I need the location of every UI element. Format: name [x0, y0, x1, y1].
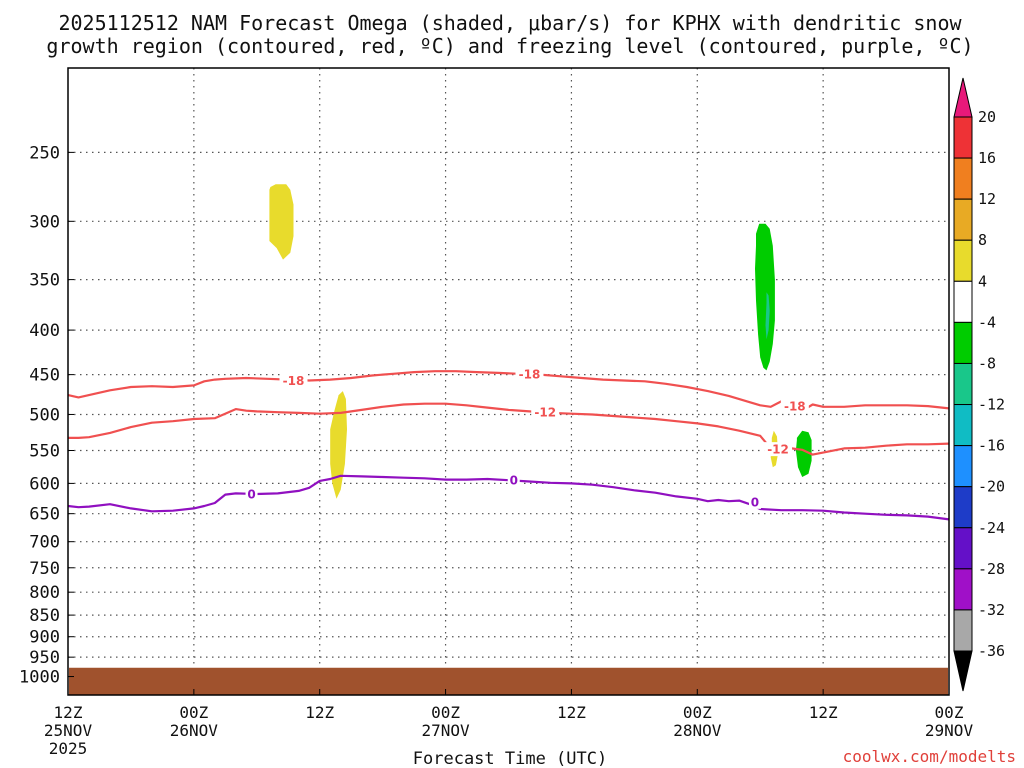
x-tick-label: 00Z	[683, 703, 712, 722]
colorbar-label: -20	[978, 478, 1005, 496]
contour-label: -18	[784, 400, 806, 414]
colorbar-label: 12	[978, 190, 996, 208]
contour-label: -12	[534, 406, 556, 420]
x-tick-label: 12Z	[809, 703, 838, 722]
x-tick-label: 26NOV	[170, 721, 219, 740]
omega-regions	[269, 184, 812, 499]
plot-frame	[67, 67, 950, 696]
colorbar-label: -8	[978, 354, 996, 372]
y-axis: 2503003504004505005506006507007508008509…	[19, 143, 74, 688]
colorbar-segment	[953, 280, 973, 323]
y-tick-label: 800	[29, 583, 60, 603]
x-tick-label: 12Z	[54, 703, 83, 722]
x-tick-label: 00Z	[935, 703, 964, 722]
title-line-2: growth region (contoured, red, ºC) and f…	[46, 34, 973, 58]
contour-label-bg	[279, 373, 308, 388]
colorbar-segment	[953, 321, 973, 364]
contour-label-bg	[507, 473, 520, 488]
y-tick-label: 1000	[19, 668, 60, 688]
contour-label-bg	[748, 494, 761, 509]
x-tick-label: 2025	[49, 739, 88, 758]
colorbar-label: -32	[978, 601, 1005, 619]
y-tick-label: 500	[29, 405, 60, 425]
colorbar-label: -24	[978, 519, 1005, 537]
colorbar-label: -4	[978, 313, 996, 331]
x-tick-label: 29NOV	[925, 721, 974, 740]
x-tick-label: 27NOV	[421, 721, 470, 740]
colorbar-label: 8	[978, 231, 987, 249]
colorbar-bottom-arrow	[953, 650, 973, 692]
contour-label-bg	[515, 366, 544, 381]
y-tick-label: 650	[29, 505, 60, 525]
colorbar-segment	[953, 157, 973, 200]
colorbar-top-arrow	[953, 77, 973, 118]
contour-line-dgz-12	[68, 402, 950, 456]
title-line-1: 2025112512 NAM Forecast Omega (shaded, μ…	[58, 11, 962, 35]
x-tick-label: 12Z	[305, 703, 334, 722]
contour-label: 0	[247, 487, 255, 501]
colorbar-label: -36	[978, 642, 1005, 660]
y-tick-label: 450	[29, 366, 60, 386]
terrain	[69, 667, 948, 695]
omega-region-yellow-upper	[269, 184, 294, 260]
grid	[68, 68, 949, 695]
y-tick-label: 550	[29, 442, 60, 462]
y-tick-label: 250	[29, 143, 60, 163]
y-tick-label: 400	[29, 321, 60, 341]
y-tick-label: 300	[29, 212, 60, 232]
y-tick-label: 950	[29, 648, 60, 668]
y-tick-label: 750	[29, 559, 60, 579]
colorbar-segment	[953, 568, 973, 611]
chart-title: 2025112512 NAM Forecast Omega (shaded, μ…	[46, 11, 973, 58]
colorbar-segment	[953, 198, 973, 241]
contour-label: -12	[767, 443, 789, 457]
colorbar-segment	[953, 116, 973, 159]
contour-label: 0	[510, 474, 518, 488]
colorbar-segment	[953, 239, 973, 282]
y-tick-label: 700	[29, 533, 60, 553]
contour-line-dgz-18	[67, 370, 950, 412]
colorbar-segment	[953, 486, 973, 529]
y-tick-label: 850	[29, 606, 60, 626]
contour-label: -18	[519, 367, 541, 381]
x-tick-label: 25NOV	[44, 721, 93, 740]
contour-label-bg	[531, 405, 560, 420]
colorbar-segment	[953, 362, 973, 406]
contour-label: -18	[283, 374, 305, 388]
colorbar-segment	[953, 445, 973, 488]
terrain-fill	[69, 667, 948, 695]
contour-label-bg	[764, 442, 793, 457]
x-tick-label: 28NOV	[673, 721, 722, 740]
contour-label-bg	[245, 486, 258, 501]
contour-label-bg	[780, 399, 809, 414]
colorbar: 20 16 12 8 4 -4 -8 -12 -16 -20 -24 -28 -32 -36	[953, 77, 1005, 692]
x-tick-label: 00Z	[431, 703, 460, 722]
omega-region-cyan-core	[765, 292, 770, 340]
y-tick-label: 350	[29, 271, 60, 291]
credit-text: coolwx.com/modelts	[843, 747, 1016, 766]
colorbar-label: 16	[978, 149, 996, 167]
contour-lines	[67, 370, 950, 521]
x-tick-label: 00Z	[179, 703, 208, 722]
y-tick-label: 600	[29, 474, 60, 494]
y-tick-label: 900	[29, 628, 60, 648]
omega-region-green-upper	[755, 223, 775, 371]
colorbar-segment	[953, 609, 973, 652]
contour-label: 0	[751, 495, 759, 509]
omega-region-green-lower	[795, 430, 812, 477]
colorbar-segment	[953, 527, 973, 570]
colorbar-segment	[953, 404, 973, 447]
contour-line-freezing-0	[67, 474, 950, 521]
colorbar-label: -28	[978, 560, 1005, 578]
x-axis-label: Forecast Time (UTC)	[413, 749, 607, 768]
contour-labels: -18 -18 -18 -12 -12 0 0 0	[245, 366, 809, 509]
colorbar-label: 4	[978, 272, 987, 290]
omega-region-yellow-middle	[330, 391, 347, 499]
colorbar-label: 20	[978, 108, 996, 126]
x-tick-label: 12Z	[557, 703, 586, 722]
colorbar-label: -16	[978, 437, 1005, 455]
colorbar-label: -12	[978, 396, 1005, 414]
